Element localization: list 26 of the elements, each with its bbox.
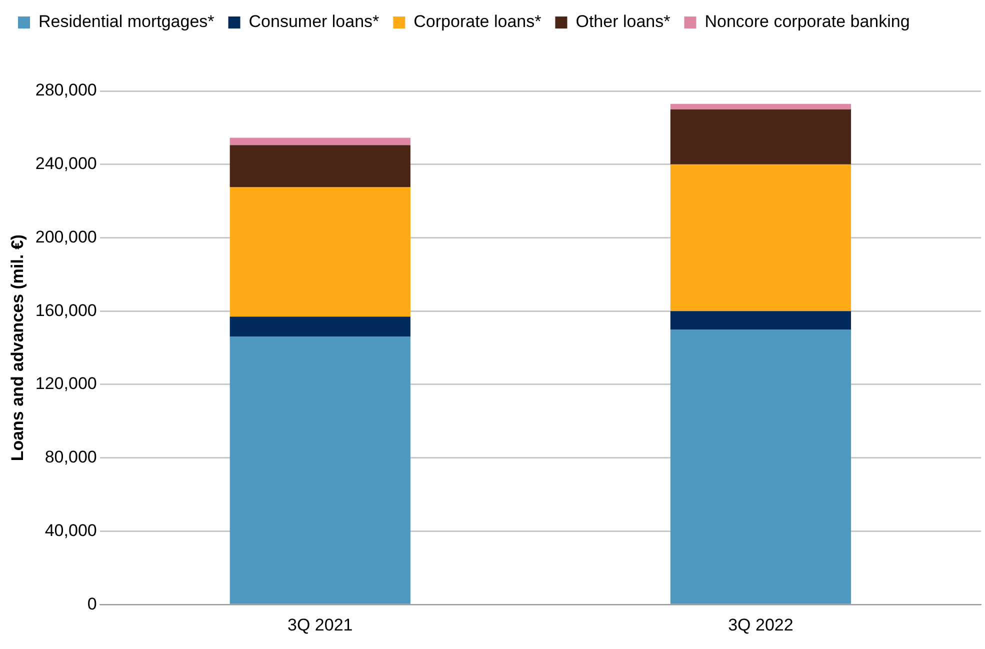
bar bbox=[670, 109, 852, 164]
bar bbox=[230, 336, 410, 604]
bar bbox=[230, 316, 410, 337]
legend-label: Consumer loans* bbox=[248, 12, 380, 32]
y-tick-label: 40,000 bbox=[44, 520, 97, 540]
y-axis-title: Loans and advances (mil. €) bbox=[8, 234, 27, 462]
legend-label: Other loans* bbox=[576, 12, 671, 32]
bar bbox=[670, 311, 852, 330]
bar bbox=[670, 329, 852, 604]
y-tick-label: 80,000 bbox=[44, 448, 97, 467]
bar bbox=[670, 164, 852, 312]
x-tick-label: 3Q 2022 bbox=[728, 615, 794, 634]
y-tick-label: 240,000 bbox=[35, 154, 97, 174]
bar bbox=[230, 145, 410, 188]
y-tick-label: 120,000 bbox=[35, 374, 97, 394]
legend-label: Noncore corporate banking bbox=[704, 12, 910, 32]
bar bbox=[230, 138, 410, 146]
legend-label: Corporate loans* bbox=[414, 12, 542, 32]
y-tick-label: 200,000 bbox=[35, 227, 97, 246]
bar bbox=[670, 104, 852, 110]
bar bbox=[230, 187, 410, 317]
x-tick-label: 3Q 2021 bbox=[288, 615, 353, 634]
y-tick-label: 160,000 bbox=[35, 300, 97, 320]
legend-label: Residential mortgages* bbox=[38, 12, 215, 32]
y-tick-label: 0 bbox=[87, 594, 97, 614]
y-tick-label: 280,000 bbox=[35, 80, 97, 100]
